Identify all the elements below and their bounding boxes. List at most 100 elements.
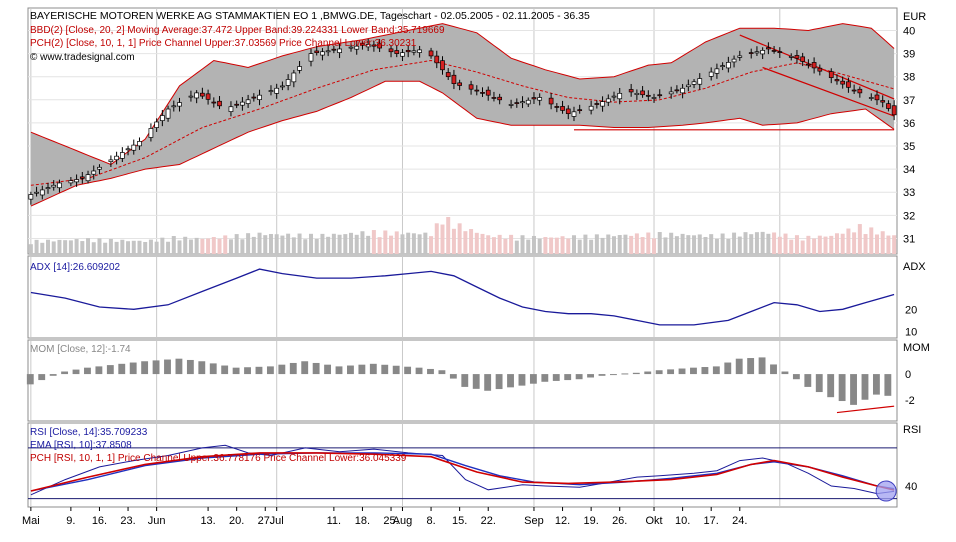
candle-body bbox=[708, 71, 714, 77]
mom-bar bbox=[838, 374, 846, 402]
volume-bar bbox=[80, 241, 85, 254]
volume-bar bbox=[211, 237, 216, 254]
rsi-axis-title: RSI bbox=[903, 424, 921, 436]
volume-bar bbox=[389, 235, 394, 254]
candle-body bbox=[331, 48, 337, 51]
mom-bar bbox=[95, 366, 103, 375]
candle-body bbox=[211, 101, 217, 104]
candle-body bbox=[405, 49, 411, 53]
candle-body bbox=[194, 92, 200, 99]
volume-bar bbox=[612, 236, 617, 254]
mom-bar bbox=[884, 374, 892, 396]
volume-bar bbox=[583, 234, 588, 254]
volume-bar bbox=[337, 234, 342, 254]
mom-bar bbox=[827, 374, 835, 398]
volume-bar bbox=[108, 238, 113, 254]
candle-body bbox=[806, 63, 811, 66]
volume-bar bbox=[766, 233, 771, 254]
mom-bar bbox=[678, 368, 686, 375]
candle-body bbox=[697, 78, 703, 85]
adx-legend: ADX [14]:26.609202 bbox=[30, 262, 121, 273]
mom-bar bbox=[141, 361, 149, 375]
volume-bar bbox=[692, 235, 697, 254]
volume-bar bbox=[669, 232, 674, 254]
candle-body bbox=[400, 52, 405, 57]
candle-body bbox=[251, 96, 257, 99]
volume-bar bbox=[743, 232, 748, 254]
candle-body bbox=[760, 50, 765, 55]
mom-bar bbox=[564, 374, 572, 381]
candle-body bbox=[560, 106, 565, 111]
candle-body bbox=[348, 46, 354, 49]
volume-bar bbox=[749, 234, 754, 254]
mom-bar bbox=[861, 374, 869, 400]
x-tick-label: Jul bbox=[270, 515, 284, 527]
mom-bar bbox=[747, 358, 755, 375]
candle-body bbox=[846, 81, 851, 88]
mom-bar bbox=[198, 361, 206, 375]
rsi-ema-legend: EMA [RSI, 10]:37.8508 bbox=[30, 440, 132, 451]
mom-bar bbox=[49, 374, 57, 376]
x-tick-label: 17. bbox=[704, 515, 719, 527]
candle-body bbox=[720, 65, 725, 67]
volume-bar bbox=[354, 234, 359, 254]
currency-label: EUR bbox=[903, 11, 926, 23]
candle-body bbox=[125, 148, 131, 151]
volume-bar bbox=[834, 233, 839, 254]
volume-bar bbox=[63, 240, 68, 254]
volume-bar bbox=[732, 232, 737, 254]
volume-bar bbox=[554, 237, 559, 254]
volume-bar bbox=[331, 233, 336, 254]
candle-body bbox=[485, 89, 491, 96]
volume-bar bbox=[640, 237, 645, 254]
volume-bar bbox=[143, 241, 148, 254]
mom-bar bbox=[369, 363, 377, 375]
volume-bar bbox=[852, 232, 857, 254]
candle-body bbox=[748, 52, 754, 54]
volume-bar bbox=[160, 237, 165, 254]
volume-bar bbox=[234, 234, 239, 254]
mom-tick-label: 0 bbox=[905, 369, 911, 381]
candle-body bbox=[245, 99, 251, 104]
volume-bar bbox=[829, 235, 834, 254]
x-tick-label: 24. bbox=[732, 515, 747, 527]
candle-body bbox=[577, 109, 583, 112]
candle-body bbox=[200, 92, 205, 97]
mom-bar bbox=[427, 368, 434, 375]
mom-bar bbox=[84, 367, 91, 375]
volume-bar bbox=[703, 236, 708, 254]
candle-body bbox=[274, 87, 280, 94]
candle-body bbox=[525, 99, 531, 105]
x-tick-label: 9. bbox=[66, 515, 75, 527]
volume-bar bbox=[303, 239, 308, 254]
candle-body bbox=[428, 50, 434, 57]
candle-body bbox=[411, 50, 417, 53]
candle-body bbox=[74, 179, 79, 183]
adx-line bbox=[30, 268, 895, 326]
candle-body bbox=[97, 166, 102, 170]
mom-bar bbox=[781, 371, 789, 375]
volume-bar bbox=[429, 236, 434, 254]
volume-bar bbox=[846, 228, 851, 254]
candle-body bbox=[691, 81, 697, 85]
mom-bar bbox=[461, 374, 469, 387]
volume-bar bbox=[646, 232, 651, 254]
price-tick-label: 40 bbox=[903, 25, 915, 37]
mom-bar bbox=[724, 362, 732, 375]
x-tick-label: 11. bbox=[327, 515, 341, 527]
volume-bar bbox=[812, 238, 817, 254]
volume-bar bbox=[629, 235, 634, 254]
candle-body bbox=[337, 48, 342, 54]
bollinger-upper-line bbox=[30, 23, 895, 166]
mom-bar bbox=[209, 363, 217, 375]
volume-bar bbox=[509, 234, 514, 254]
volume-bar bbox=[51, 241, 56, 254]
candle-body bbox=[794, 55, 800, 59]
volume-bar bbox=[366, 235, 371, 254]
volume-bar bbox=[514, 240, 519, 254]
volume-bar bbox=[126, 241, 131, 254]
price-tick-label: 32 bbox=[903, 210, 915, 222]
mom-bar bbox=[404, 366, 412, 375]
mom-legend: MOM [Close, 12]:-1.74 bbox=[30, 344, 131, 355]
mom-bar bbox=[415, 367, 423, 375]
